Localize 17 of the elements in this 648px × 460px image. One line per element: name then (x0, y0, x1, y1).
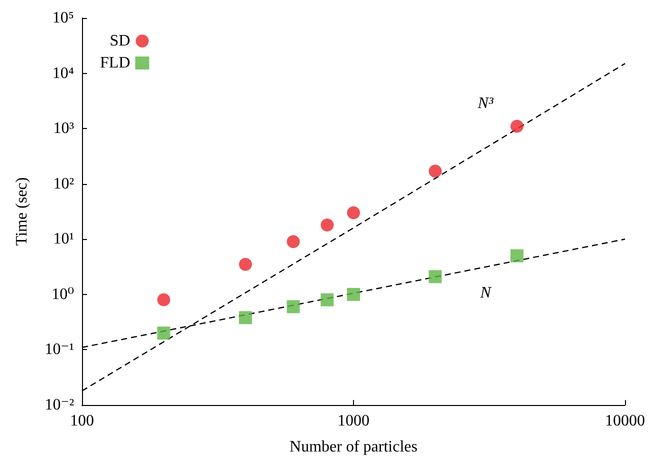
y-tick-label: 10⁰ (52, 286, 74, 303)
x-tick-label: 100 (70, 412, 94, 430)
annotation: N (479, 284, 492, 302)
y-tick-label: 10⁻² (44, 396, 74, 414)
annotation: N³ (476, 95, 494, 112)
y-tick-label: 10⁴ (52, 64, 74, 82)
y-tick-label: 10⁵ (52, 10, 74, 26)
y-tick-label: 10⁻¹ (44, 341, 74, 358)
legend-label: FLD (100, 54, 130, 72)
y-tick-label: 10² (53, 175, 74, 192)
y-tick-label: 10³ (53, 120, 74, 138)
x-tick-label: 10000 (605, 412, 645, 430)
legend-label: SD (110, 32, 130, 50)
x-tick-label: 1000 (338, 412, 370, 430)
y-axis-title: Time (sec) (14, 177, 30, 246)
y-tick-label: 10¹ (53, 230, 74, 248)
x-axis-title: Number of particles (290, 438, 418, 456)
